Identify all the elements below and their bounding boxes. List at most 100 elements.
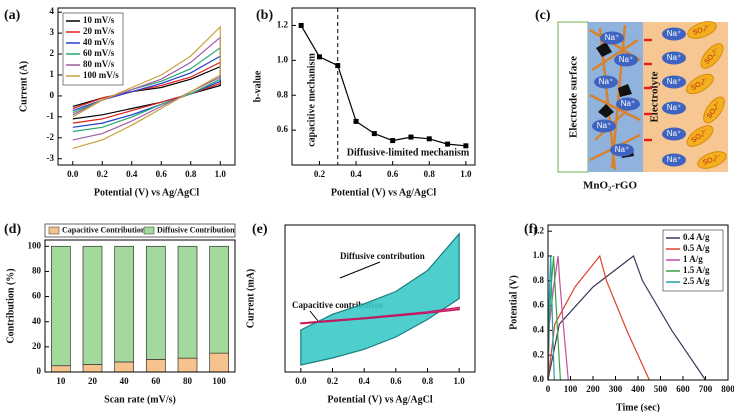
anion: SO₄²⁻	[687, 21, 717, 39]
panel-label: (a)	[4, 8, 21, 23]
marker	[426, 136, 432, 142]
cation-label: Na⁺	[667, 129, 681, 138]
bar	[114, 361, 135, 373]
cation-label: Na⁺	[667, 77, 681, 86]
y-tick-label: 80	[32, 265, 42, 275]
x-tick-label: 100	[564, 384, 578, 394]
cation-label: Na⁺	[667, 53, 681, 62]
anion-shape	[703, 96, 725, 124]
bar	[114, 245, 135, 363]
y-tick-label: 1.2	[277, 20, 289, 30]
marker	[316, 54, 322, 60]
cation-label: Na⁺	[667, 29, 681, 38]
x-tick-label: 0.4	[350, 169, 362, 179]
anion: SO₄²⁻	[686, 73, 714, 95]
cation	[662, 27, 686, 41]
anion-shape	[687, 21, 717, 39]
marker	[390, 138, 396, 144]
cation	[614, 53, 638, 67]
x-tick-label: 0	[546, 384, 551, 394]
x-tick-label: 100	[212, 376, 226, 386]
marker	[463, 143, 469, 149]
anion-shape	[686, 125, 714, 147]
annotation: Diffusive contribution	[340, 251, 425, 261]
cation	[610, 143, 634, 157]
legend-label: 10 mV/s	[83, 15, 115, 25]
x-tick-label: 0.0	[295, 376, 307, 386]
y-tick-label: 1.0	[277, 54, 289, 64]
series-line	[300, 232, 460, 366]
y-tick-label: 1.2	[533, 225, 545, 235]
anion: SO₄²⁻	[703, 96, 725, 124]
y-axis-title: Current (A)	[18, 61, 29, 112]
series-line	[547, 254, 650, 381]
y-tick-label: 0.2	[533, 349, 545, 359]
cation	[616, 97, 640, 111]
ions: Na⁺ Na⁺ Na⁺ Na⁺ Na⁺ Na⁺ Na⁺ Na⁺ Na⁺ Na⁺ Na⁺ Na⁺ SO₄²…	[592, 21, 727, 169]
cation-label: Na⁺	[605, 33, 619, 42]
y-tick-label: 0.8	[533, 275, 545, 285]
legend-label: 100 mV/s	[83, 70, 119, 80]
bar	[209, 245, 230, 354]
x-tick-label: 0.4	[359, 376, 371, 386]
x-tick-label: 0.4	[126, 169, 138, 179]
y-tick-label: 100	[28, 240, 42, 250]
y-tick-label: -2	[47, 132, 55, 142]
x-tick-label: 20	[88, 376, 98, 386]
x-tick-label: 80	[183, 376, 193, 386]
legend-label: 40 mV/s	[83, 37, 115, 47]
legend-swatch	[48, 226, 60, 235]
y-tick-label: 0	[37, 366, 42, 376]
anion: SO₄²⁻	[700, 43, 724, 69]
legend-label: 1 A/g	[683, 254, 703, 264]
x-tick-label: 0.6	[390, 376, 402, 386]
x-tick-label: 700	[699, 384, 713, 394]
anion-shape	[697, 151, 727, 169]
y-axis-title: Current (mA)	[245, 269, 256, 329]
x-tick-label: 0.6	[156, 169, 168, 179]
marker	[371, 131, 377, 137]
y-tick-label: 40	[32, 316, 42, 326]
bar	[177, 357, 198, 373]
panel-label: (d)	[4, 222, 21, 237]
cation-label: Na⁺	[597, 121, 611, 130]
y-tick-label: -1	[47, 111, 55, 121]
marker	[353, 118, 359, 124]
y-tick-label: 60	[32, 291, 42, 301]
x-tick-label: 1.0	[454, 376, 466, 386]
bar	[177, 245, 198, 359]
anion: SO₄²⁻	[697, 151, 727, 169]
y-axis-title: b-value	[252, 70, 263, 102]
annotation: Diffusive-limited mechanism	[347, 147, 470, 158]
x-axis-title: Time (sec)	[616, 402, 660, 412]
x-tick-label: 10	[56, 376, 66, 386]
plot-frame	[284, 224, 476, 373]
x-tick-label: 60	[151, 376, 161, 386]
arrow	[339, 261, 381, 279]
annotation: Capacitive contribution	[292, 300, 383, 310]
bar	[82, 364, 103, 373]
x-tick-label: 40	[120, 376, 130, 386]
x-tick-label: 400	[631, 384, 645, 394]
schematic: (c) Electrode surface Electrolyte Na⁺Na⁺…	[535, 8, 728, 192]
y-axis-title: Potential (V)	[508, 275, 519, 330]
bar	[50, 245, 71, 367]
legend-label: 60 mV/s	[83, 48, 115, 58]
x-tick-label: 0.8	[185, 169, 197, 179]
arrow	[309, 310, 319, 322]
x-axis-title: Scan rate (mV/s)	[104, 394, 176, 405]
x-tick-label: 600	[676, 384, 690, 394]
bar	[50, 365, 71, 373]
electrolyte-label: Electrolyte	[649, 71, 661, 122]
cation-label: Na⁺	[667, 155, 681, 164]
legend-label: 20 mV/s	[83, 26, 115, 36]
bar	[145, 359, 166, 373]
legend-label: 0.4 A/g	[683, 232, 710, 242]
electrode-strip	[557, 21, 589, 173]
series-line	[300, 306, 460, 325]
y-tick-label: 0.6	[533, 300, 545, 310]
cation	[594, 75, 618, 89]
x-tick-label: 0.2	[327, 376, 339, 386]
y-tick-label: 0.4	[533, 324, 545, 334]
plot-frame	[291, 7, 476, 166]
